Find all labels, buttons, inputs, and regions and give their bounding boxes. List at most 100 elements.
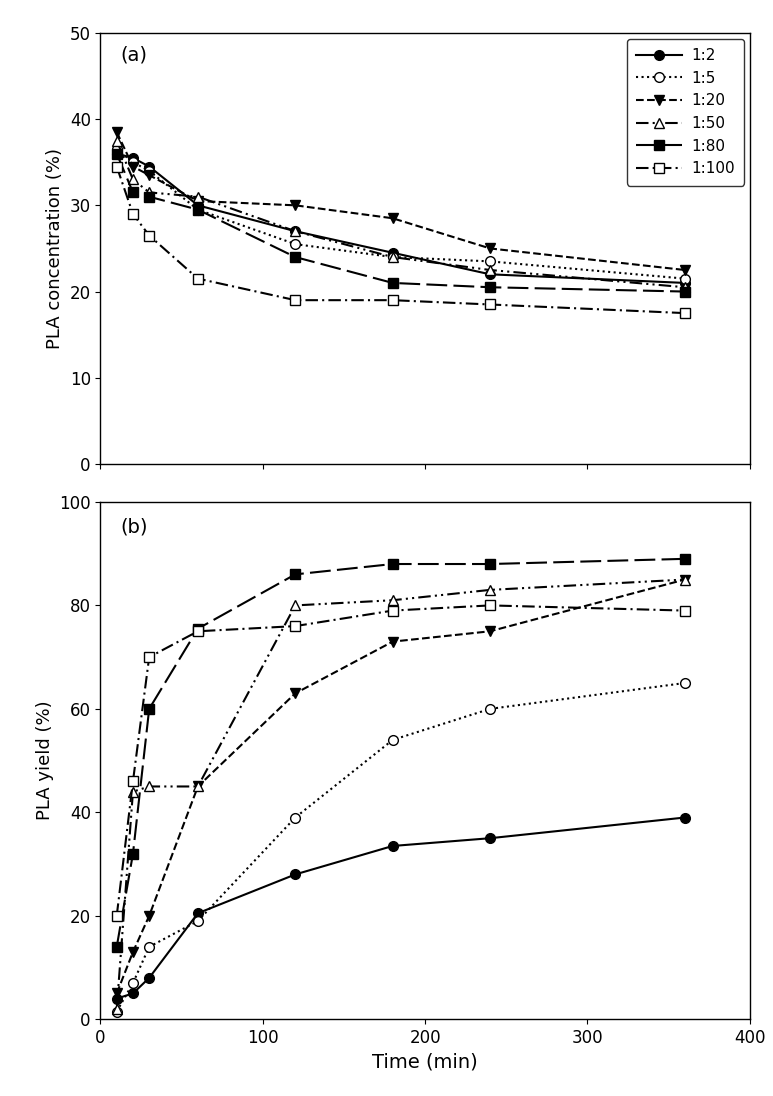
1:20 [291, 198, 300, 212]
Line: 1:2: 1:2 [112, 149, 690, 288]
1:100 [680, 604, 690, 617]
1:2 [680, 276, 690, 289]
1:20 [388, 212, 397, 225]
1:5 [145, 940, 154, 954]
1:20 [145, 910, 154, 923]
1:50 [680, 281, 690, 294]
1:50 [145, 186, 154, 199]
1:2 [388, 247, 397, 260]
1:100 [193, 625, 203, 638]
1:20 [128, 160, 138, 173]
1:50 [485, 263, 495, 276]
1:100 [485, 298, 495, 311]
1:5 [128, 156, 138, 169]
Line: 1:20: 1:20 [112, 127, 690, 275]
1:5 [112, 142, 121, 156]
Line: 1:100: 1:100 [112, 601, 690, 921]
1:20 [193, 780, 203, 794]
1:50 [388, 594, 397, 607]
1:2 [485, 267, 495, 281]
Legend: 1:2, 1:5, 1:20, 1:50, 1:80, 1:100: 1:2, 1:5, 1:20, 1:50, 1:80, 1:100 [627, 39, 744, 185]
1:5 [680, 676, 690, 689]
Y-axis label: PLA concentration (%): PLA concentration (%) [46, 148, 64, 349]
1:80 [485, 558, 495, 571]
1:80 [680, 552, 690, 566]
1:50 [128, 785, 138, 798]
1:100 [193, 272, 203, 285]
1:50 [680, 573, 690, 586]
Line: 1:100: 1:100 [112, 162, 690, 318]
1:5 [388, 251, 397, 264]
1:80 [680, 285, 690, 298]
1:2 [193, 906, 203, 920]
1:20 [145, 169, 154, 182]
1:50 [291, 598, 300, 612]
1:100 [112, 910, 121, 923]
Text: (b): (b) [120, 517, 148, 536]
1:80 [485, 281, 495, 294]
1:80 [291, 251, 300, 264]
1:20 [680, 573, 690, 586]
1:20 [193, 194, 203, 207]
1:50 [145, 780, 154, 794]
Y-axis label: PLA yield (%): PLA yield (%) [36, 700, 53, 821]
1:80 [291, 568, 300, 581]
1:5 [193, 914, 203, 927]
1:80 [128, 186, 138, 199]
1:50 [388, 251, 397, 264]
1:50 [193, 780, 203, 794]
1:2 [485, 832, 495, 845]
1:2 [128, 151, 138, 164]
1:20 [112, 986, 121, 1000]
1:100 [680, 307, 690, 320]
1:5 [128, 977, 138, 990]
1:50 [128, 173, 138, 186]
1:100 [388, 604, 397, 617]
1:100 [128, 775, 138, 788]
Text: (a): (a) [120, 46, 147, 65]
Line: 1:2: 1:2 [112, 812, 690, 1004]
1:20 [485, 625, 495, 638]
1:2 [128, 986, 138, 1000]
1:2 [112, 992, 121, 1005]
1:20 [388, 635, 397, 648]
1:20 [680, 263, 690, 276]
1:5 [145, 164, 154, 178]
1:50 [193, 190, 203, 203]
1:2 [388, 840, 397, 853]
1:20 [112, 125, 121, 138]
1:5 [388, 733, 397, 746]
1:5 [485, 703, 495, 716]
X-axis label: Time (min): Time (min) [373, 1052, 478, 1072]
Line: 1:80: 1:80 [112, 149, 690, 296]
1:100 [291, 294, 300, 307]
1:100 [388, 294, 397, 307]
1:80 [388, 558, 397, 571]
1:50 [112, 134, 121, 147]
1:2 [112, 147, 121, 160]
1:100 [145, 229, 154, 242]
1:80 [112, 147, 121, 160]
1:2 [291, 225, 300, 238]
Line: 1:50: 1:50 [112, 136, 690, 293]
1:50 [112, 1003, 121, 1016]
1:50 [485, 583, 495, 596]
1:80 [128, 847, 138, 860]
1:80 [193, 203, 203, 216]
1:5 [193, 203, 203, 216]
1:100 [128, 207, 138, 220]
1:20 [128, 946, 138, 959]
1:5 [485, 254, 495, 267]
Line: 1:20: 1:20 [112, 574, 690, 998]
1:5 [112, 1005, 121, 1018]
1:2 [680, 811, 690, 824]
1:80 [112, 940, 121, 954]
1:50 [291, 225, 300, 238]
1:2 [291, 868, 300, 881]
1:5 [291, 811, 300, 824]
1:80 [193, 623, 203, 636]
1:80 [145, 703, 154, 716]
1:100 [145, 651, 154, 664]
1:80 [145, 190, 154, 203]
Line: 1:5: 1:5 [112, 678, 690, 1016]
